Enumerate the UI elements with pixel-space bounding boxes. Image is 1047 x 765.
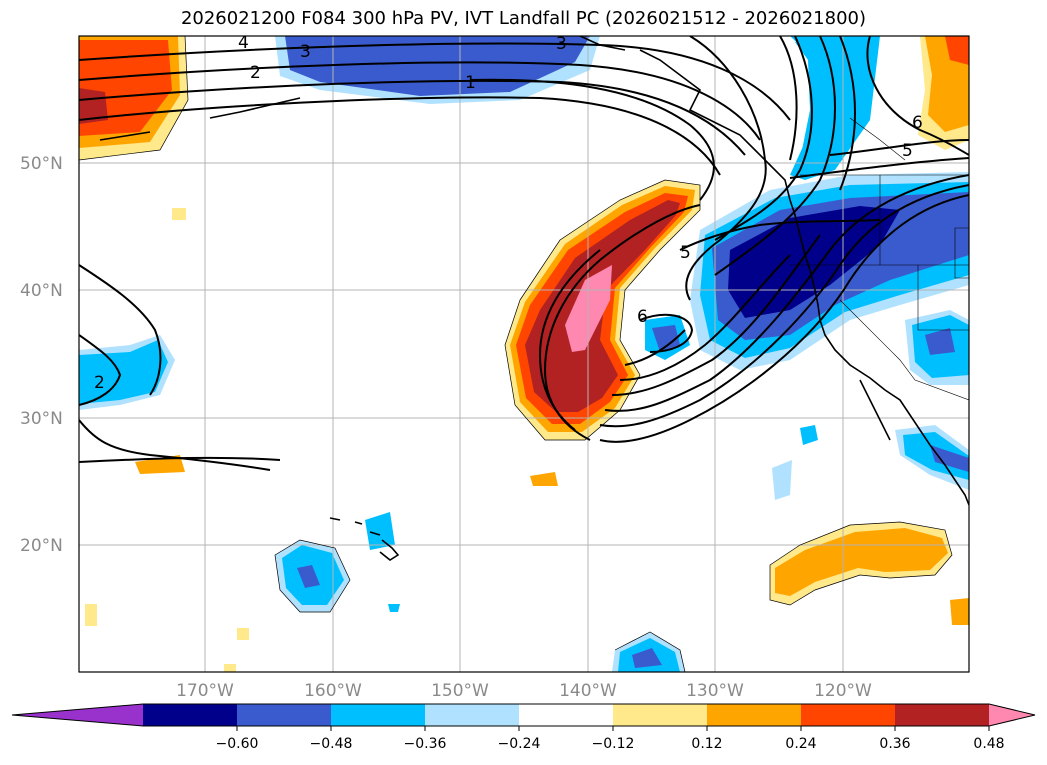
colorbar-tick-label: 0.24 (785, 736, 816, 752)
colorbar-tick-label: 0.48 (973, 736, 1004, 752)
colorbar-segment (143, 704, 238, 726)
lat-label: 30°N (20, 409, 63, 429)
ivt-contours (79, 36, 969, 471)
colorbar-tick-label: 0.36 (879, 736, 910, 752)
colorbar-tick-label: −0.24 (498, 736, 541, 752)
colorbar-segment (613, 704, 708, 726)
colorbar-segment (707, 704, 802, 726)
contour-label: 6 (637, 307, 648, 327)
contour-label: 6 (912, 113, 923, 133)
contour-label: 3 (300, 42, 311, 62)
lon-labels: 170°W 160°W 150°W 140°W 130°W 120°W (176, 681, 872, 701)
contour-labels: 4 3 2 1 3 5 5 6 6 2 (94, 33, 923, 393)
colorbar-tick-label: −0.36 (404, 736, 447, 752)
contour-label: 5 (902, 141, 913, 161)
contour-label: 3 (556, 34, 567, 54)
lat-label: 50°N (20, 154, 63, 174)
contour-label: 5 (680, 243, 691, 263)
colorbar-segment (801, 704, 896, 726)
colorbar-tick-label: −0.60 (216, 736, 259, 752)
contour-label: 4 (238, 33, 249, 53)
colorbar-extend-high (989, 704, 1035, 726)
gridlines (79, 36, 969, 672)
colorbar-segment (331, 704, 426, 726)
colorbar-outline (11, 703, 1036, 727)
lon-label: 140°W (559, 681, 617, 701)
lon-label: 170°W (176, 681, 234, 701)
contour-label: 1 (465, 73, 476, 93)
lon-label: 160°W (304, 681, 362, 701)
lon-label: 120°W (814, 681, 872, 701)
lon-label: 130°W (686, 681, 744, 701)
colorbar-extend-low (12, 704, 143, 726)
colorbar-tick-label: 0.12 (691, 736, 722, 752)
lat-label: 40°N (20, 281, 63, 301)
colorbar-segment (519, 704, 614, 726)
colorbar-segment (237, 704, 332, 726)
thin-outlines (79, 36, 953, 672)
contour-label: 2 (94, 373, 105, 393)
colorbar: −0.60 −0.48 −0.36 −0.24 −0.12 0.12 0.24 0.36 0.4… (11, 703, 1036, 752)
colorbar-tick-label: −0.12 (592, 736, 635, 752)
colorbar-segment (895, 704, 990, 726)
lon-label: 150°W (431, 681, 489, 701)
contour-label: 2 (250, 63, 261, 83)
coastlines (99, 36, 969, 561)
lat-label: 20°N (20, 536, 63, 556)
map-border (78, 35, 970, 673)
state-borders (790, 117, 969, 401)
figure-title: 2026021200 F084 300 hPa PV, IVT Landfall… (180, 8, 867, 29)
north-american-coast (639, 49, 969, 506)
colorbar-tick-label: −0.48 (310, 736, 353, 752)
colorbar-segment (425, 704, 520, 726)
lat-labels: 20°N 30°N 40°N 50°N (20, 154, 63, 556)
hawaii-islands (329, 517, 400, 561)
